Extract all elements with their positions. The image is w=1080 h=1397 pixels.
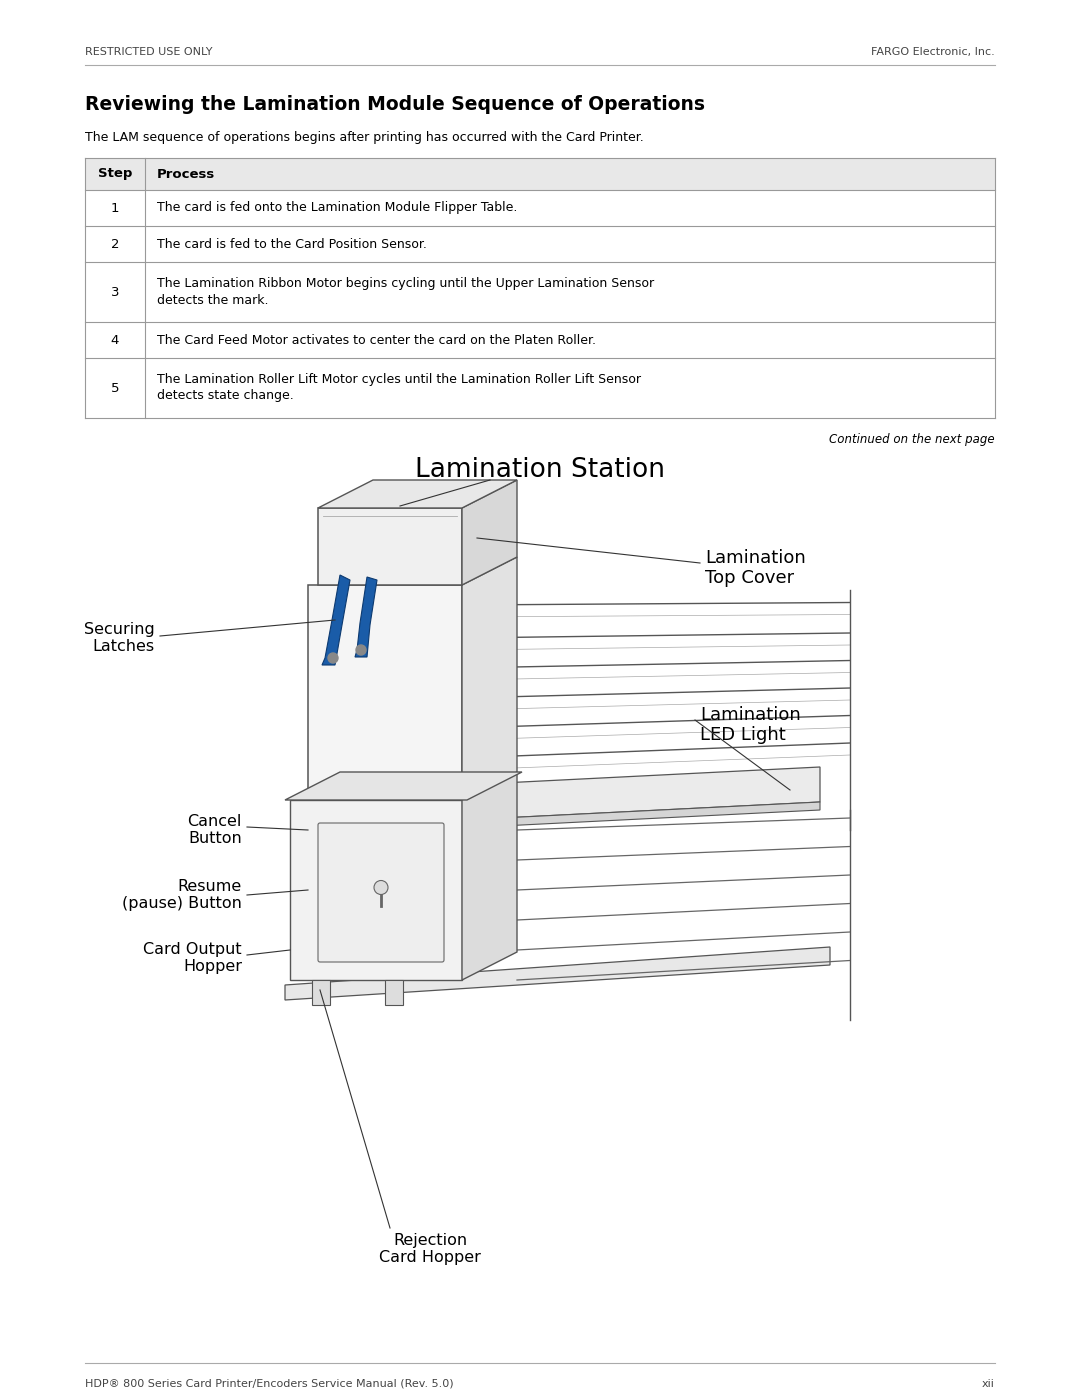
Text: Securing
Latches: Securing Latches xyxy=(84,622,156,654)
Circle shape xyxy=(374,880,388,894)
Text: Rejection
Card Hopper: Rejection Card Hopper xyxy=(379,1234,481,1266)
Polygon shape xyxy=(462,767,820,820)
Bar xyxy=(85,358,995,418)
Bar xyxy=(85,321,995,358)
Bar xyxy=(291,800,462,981)
Polygon shape xyxy=(462,773,517,981)
Text: xii: xii xyxy=(982,1379,995,1389)
Text: 5: 5 xyxy=(111,381,119,394)
Bar xyxy=(85,226,995,263)
Text: Process: Process xyxy=(157,168,215,180)
Text: Lamination Station: Lamination Station xyxy=(415,457,665,483)
Text: Lamination
LED Light: Lamination LED Light xyxy=(700,705,800,745)
Text: RESTRICTED USE ONLY: RESTRICTED USE ONLY xyxy=(85,47,213,57)
Text: 2: 2 xyxy=(111,237,119,250)
Polygon shape xyxy=(462,802,820,828)
Text: Continued on the next page: Continued on the next page xyxy=(829,433,995,447)
FancyBboxPatch shape xyxy=(318,823,444,963)
Polygon shape xyxy=(322,576,350,665)
Text: Lamination
Top Cover: Lamination Top Cover xyxy=(705,549,806,587)
Text: The card is fed to the Card Position Sensor.: The card is fed to the Card Position Sen… xyxy=(157,237,427,250)
Bar xyxy=(308,585,462,800)
Polygon shape xyxy=(462,481,517,585)
Text: 1: 1 xyxy=(111,201,119,215)
Bar xyxy=(312,981,330,1004)
Text: detects the mark.: detects the mark. xyxy=(157,293,269,306)
Polygon shape xyxy=(285,773,522,800)
Bar xyxy=(85,158,995,190)
Text: The Card Feed Motor activates to center the card on the Platen Roller.: The Card Feed Motor activates to center … xyxy=(157,334,596,346)
Text: The Lamination Roller Lift Motor cycles until the Lamination Roller Lift Sensor: The Lamination Roller Lift Motor cycles … xyxy=(157,373,642,387)
Text: detects state change.: detects state change. xyxy=(157,390,294,402)
Bar xyxy=(85,263,995,321)
Text: The Lamination Ribbon Motor begins cycling until the Upper Lamination Sensor: The Lamination Ribbon Motor begins cycli… xyxy=(157,278,654,291)
Text: Resume
(pause) Button: Resume (pause) Button xyxy=(122,879,242,911)
Polygon shape xyxy=(462,557,517,800)
Bar xyxy=(384,981,403,1004)
Polygon shape xyxy=(318,481,517,509)
Text: Step: Step xyxy=(98,168,132,180)
Polygon shape xyxy=(355,577,377,657)
Text: Cancel
Button: Cancel Button xyxy=(188,814,242,847)
Text: 4: 4 xyxy=(111,334,119,346)
Circle shape xyxy=(328,652,338,664)
Text: HDP® 800 Series Card Printer/Encoders Service Manual (Rev. 5.0): HDP® 800 Series Card Printer/Encoders Se… xyxy=(85,1379,454,1389)
Bar xyxy=(318,509,462,585)
Polygon shape xyxy=(285,947,831,1000)
Text: The LAM sequence of operations begins after printing has occurred with the Card : The LAM sequence of operations begins af… xyxy=(85,131,644,144)
Bar xyxy=(85,190,995,226)
Text: The card is fed onto the Lamination Module Flipper Table.: The card is fed onto the Lamination Modu… xyxy=(157,201,517,215)
Text: Reviewing the Lamination Module Sequence of Operations: Reviewing the Lamination Module Sequence… xyxy=(85,95,705,115)
Text: 3: 3 xyxy=(111,285,119,299)
Circle shape xyxy=(356,645,366,655)
Text: FARGO Electronic, Inc.: FARGO Electronic, Inc. xyxy=(872,47,995,57)
Text: Card Output
Hopper: Card Output Hopper xyxy=(144,942,242,974)
